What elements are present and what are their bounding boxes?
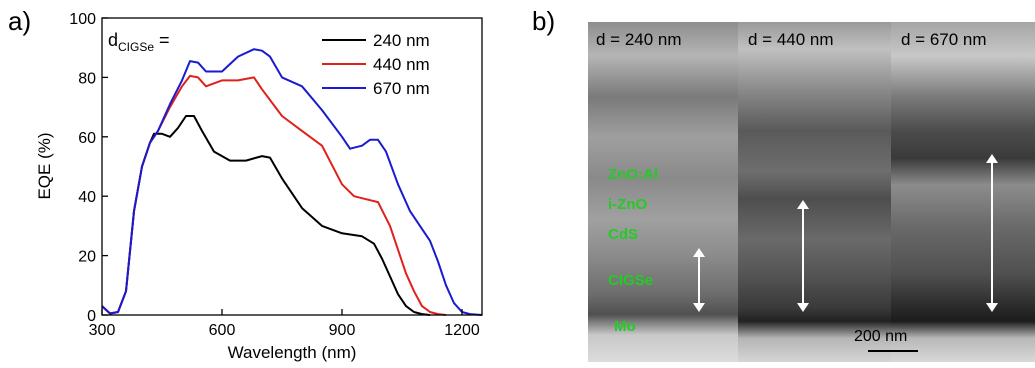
series-layer bbox=[101, 48, 483, 316]
legend-label-240: 240 nm bbox=[373, 31, 430, 50]
legend-label-440: 440 nm bbox=[373, 55, 430, 74]
series-line-670-nm bbox=[101, 48, 483, 316]
x-tick-label: 1200 bbox=[444, 322, 480, 339]
sem-label-670: d = 670 nm bbox=[901, 30, 987, 49]
panel-a-label: a) bbox=[8, 6, 32, 36]
sem-label-440: d = 440 nm bbox=[748, 30, 834, 49]
y-tick-label: 20 bbox=[78, 249, 96, 266]
legend-label-670: 670 nm bbox=[373, 79, 430, 98]
layer-label-cds: CdS bbox=[608, 226, 638, 243]
scale-bar bbox=[868, 350, 918, 352]
legend-title-suffix: = bbox=[154, 30, 170, 50]
layer-label-cigse: CIGSe bbox=[608, 272, 654, 289]
legend: 240 nm 440 nm 670 nm bbox=[322, 31, 430, 98]
x-tick-label: 900 bbox=[329, 322, 356, 339]
scale-bar-label: 200 nm bbox=[854, 328, 908, 345]
y-tick-label: 80 bbox=[78, 70, 96, 87]
series-line-240-nm bbox=[101, 115, 431, 316]
thickness-arrow-440 bbox=[797, 200, 809, 312]
sem-panel-240: d = 240 nm ZnO:Al i-ZnO CdS CIGSe Mo bbox=[588, 22, 738, 362]
sem-panel-440: d = 440 nm bbox=[738, 22, 891, 362]
layer-label-zno-al: ZnO:Al bbox=[608, 166, 658, 183]
thickness-arrow-670 bbox=[986, 154, 998, 312]
sem-micrographs: d = 240 nm ZnO:Al i-ZnO CdS CIGSe Mo d =… bbox=[588, 22, 1035, 362]
legend-title-main: d bbox=[108, 30, 118, 50]
y-axis-label: EQE (%) bbox=[35, 132, 54, 199]
x-tick-label: 600 bbox=[209, 322, 236, 339]
y-tick-label: 60 bbox=[78, 130, 96, 147]
sem-panel-670: d = 670 nm bbox=[891, 22, 1035, 362]
y-tick-label: 40 bbox=[78, 189, 96, 206]
panel-b-label: b) bbox=[532, 6, 556, 36]
plot-frame bbox=[101, 17, 483, 316]
eqe-chart: 0 20 40 60 80 100 300 600 900 1200 EQE (%) Wavele… bbox=[35, 11, 483, 362]
x-tick-label: 300 bbox=[89, 322, 116, 339]
tick-layer: 0 20 40 60 80 100 300 600 900 1200 bbox=[69, 11, 480, 339]
x-axis-label: Wavelength (nm) bbox=[228, 343, 357, 362]
series-line-440-nm bbox=[101, 74, 447, 316]
y-tick-label: 0 bbox=[87, 308, 96, 325]
y-tick-label: 100 bbox=[69, 11, 96, 28]
layer-label-mo: Mo bbox=[614, 318, 636, 335]
layer-label-i-zno: i-ZnO bbox=[608, 196, 648, 213]
thickness-arrow-240 bbox=[693, 248, 705, 312]
sem-label-240: d = 240 nm bbox=[596, 30, 682, 49]
legend-title: dCIGSe = bbox=[108, 30, 170, 54]
legend-title-sub: CIGSe bbox=[118, 40, 154, 54]
